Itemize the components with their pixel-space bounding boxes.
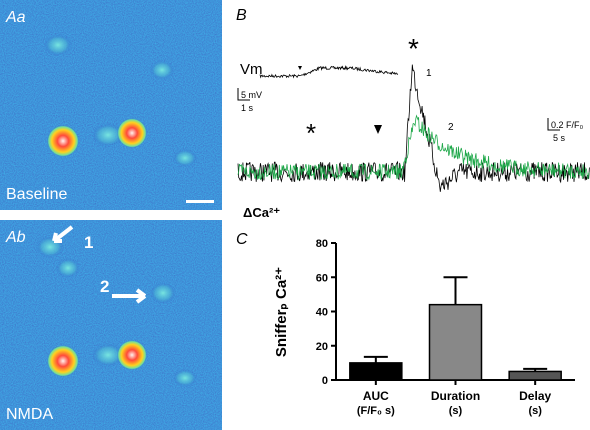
x-tick-label: AUC [363, 389, 389, 403]
x-tick-unit: (s) [449, 405, 463, 417]
y-tick-label: 0 [322, 375, 328, 387]
scale-label: 5 s [553, 133, 566, 143]
panel-label: C [236, 231, 248, 248]
x-tick-unit: (s) [528, 405, 542, 417]
scale-label: 1 s [241, 103, 254, 113]
scale-label: 5 mV [241, 90, 262, 100]
arrow [52, 225, 74, 243]
arrow-label: 1 [84, 233, 93, 252]
vm-trace [259, 65, 399, 79]
image-nmda [0, 220, 222, 430]
image-caption: NMDA [6, 406, 53, 423]
panel-c: C Snifferₚ Ca²⁺ 0 20 40 60 80 AUC (F/F₀ s) Dura… [236, 231, 575, 417]
panel-label: B [236, 7, 247, 24]
calcium-trace [237, 64, 590, 192]
arrowhead [298, 66, 302, 70]
y-tick-label: 40 [316, 307, 328, 319]
y-tick-label: 80 [316, 238, 328, 250]
bar [428, 303, 483, 381]
bar [508, 370, 562, 381]
bar [349, 362, 403, 381]
trace-label: 2 [448, 122, 454, 133]
trace-label: ΔCa²⁺ [243, 205, 280, 220]
scale-bar [237, 88, 250, 101]
y-tick-label: 60 [316, 272, 328, 284]
image-caption: Baseline [6, 186, 67, 203]
x-tick-unit: (F/F₀ s) [357, 405, 395, 417]
calcium-trace [237, 114, 590, 181]
arrowhead [374, 125, 382, 134]
y-tick-label: 20 [316, 341, 328, 353]
scale-label: 0.2 F/F₀ [551, 120, 584, 130]
image-baseline [0, 0, 222, 210]
y-axis-label: Snifferₚ Ca²⁺ [273, 267, 290, 357]
panel-label: Aa [5, 9, 26, 26]
arrow [112, 288, 147, 304]
scale-bar [547, 118, 560, 131]
x-tick-label: Delay [519, 389, 551, 403]
x-tick-label: Duration [431, 389, 480, 403]
trace-label: Vm [240, 61, 263, 78]
panel-b: B Vm 5 mV 1 s 0.2 F/F₀ 5 s ΔCa²⁺ * * 1 2 [236, 7, 590, 220]
marker: * [306, 118, 316, 148]
panel-label: Ab [5, 229, 26, 246]
arrow-label: 2 [100, 277, 109, 296]
trace-label: 1 [426, 68, 432, 79]
marker: * [408, 33, 419, 64]
